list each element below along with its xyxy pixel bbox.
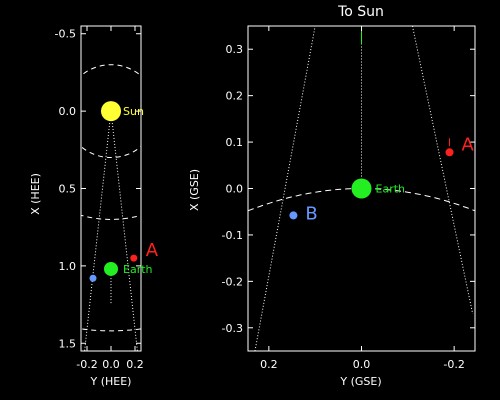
y-tick-label: 0.1	[226, 136, 244, 149]
b-marker	[89, 274, 97, 282]
y-tick-label: -0.5	[55, 28, 76, 41]
y-tick-label: -0.2	[222, 275, 243, 288]
view-cone-line	[110, 111, 138, 351]
distance-arc	[81, 64, 141, 159]
view-boundary-line	[254, 26, 316, 351]
view-cone-line	[84, 111, 112, 351]
y-tick-label: 0.5	[59, 183, 77, 196]
y-tick-label: 1.5	[59, 337, 77, 350]
earth-marker	[351, 178, 372, 199]
a-marker	[130, 254, 138, 262]
y-tick-label: 0.0	[226, 183, 244, 196]
right-panel: To Sun Y (GSE) X (GSE) 0.2 0.0 -0.2 0.3 0.2 0…	[188, 4, 476, 388]
right-y-axis-label: X (GSE)	[188, 169, 201, 211]
y-tick-label: -0.3	[222, 322, 243, 335]
distance-arc	[81, 328, 141, 332]
earth-marker	[104, 261, 118, 276]
y-tick-label: 0.0	[59, 105, 77, 118]
x-tick-label: 0.2	[260, 358, 278, 371]
left-plot-area	[81, 64, 141, 351]
left-x-axis-label: Y (HEE)	[90, 375, 132, 388]
x-tick-label: 0.2	[126, 358, 144, 371]
b-marker	[289, 211, 298, 220]
sun-label: Sun	[123, 105, 144, 118]
y-tick-label: 1.0	[59, 260, 77, 273]
left-y-axis-label: X (HEE)	[29, 173, 42, 215]
view-boundary-line	[411, 26, 474, 314]
left-panel: Y (HEE) X (HEE) -0.2 0.0 0.2 -0.5 0.0 0.5 1.0 1…	[29, 25, 159, 388]
b-label: B	[305, 203, 317, 224]
y-tick-label: 0.2	[226, 90, 244, 103]
a-marker	[445, 148, 454, 157]
x-tick-label: -0.2	[443, 358, 464, 371]
right-x-axis-label: Y (GSE)	[339, 375, 381, 388]
x-tick-label: -0.2	[76, 358, 97, 371]
a-label: A	[146, 240, 159, 261]
x-tick-label: 0.0	[353, 358, 371, 371]
right-title: To Sun	[337, 4, 384, 20]
x-tick-label: 0.0	[102, 358, 120, 371]
a-label: A	[462, 134, 475, 155]
earth-label: Earth	[376, 183, 406, 196]
y-tick-label: -0.1	[222, 229, 243, 242]
earth-label: Earth	[123, 263, 153, 276]
right-plot-area	[248, 26, 475, 351]
orbit-arc	[248, 188, 475, 212]
sun-marker	[101, 101, 121, 122]
y-tick-label: 0.3	[226, 43, 244, 56]
